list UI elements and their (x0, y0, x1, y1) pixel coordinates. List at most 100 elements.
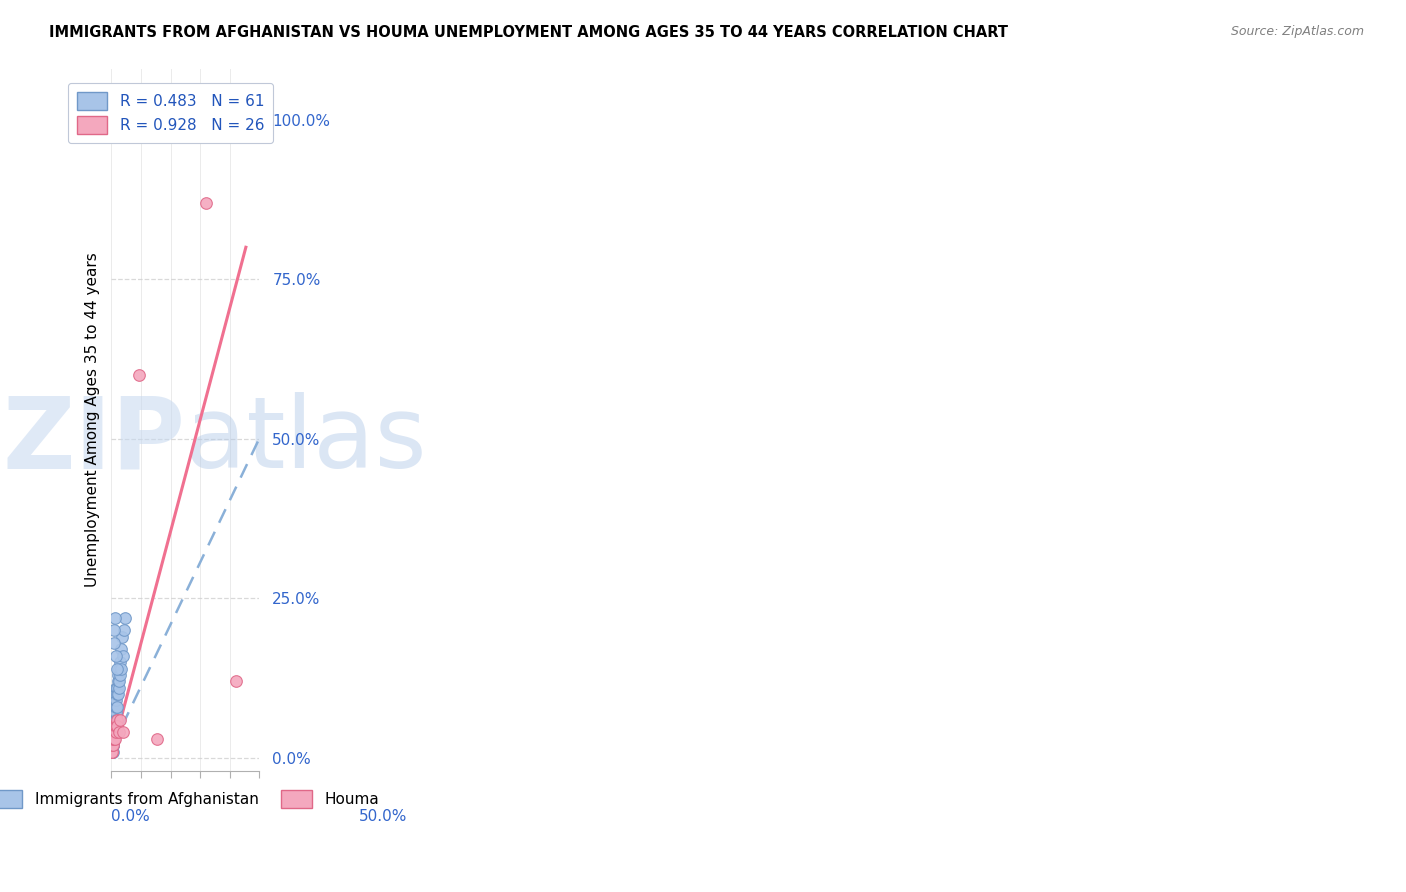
Point (107, 687, 129, 701)
Point (103, 719, 125, 733)
Point (111, 648, 134, 663)
Point (101, 731, 124, 746)
Point (104, 687, 127, 701)
Point (105, 719, 128, 733)
Point (103, 745, 125, 759)
Point (103, 725, 125, 739)
Point (101, 738, 124, 752)
Point (110, 642, 132, 657)
Point (107, 668, 129, 682)
Point (105, 713, 128, 727)
Point (103, 706, 125, 721)
Point (146, 731, 169, 746)
Point (105, 699, 128, 714)
Point (101, 725, 124, 739)
Point (110, 713, 132, 727)
Point (101, 725, 124, 739)
Point (104, 725, 127, 739)
Point (110, 662, 132, 676)
Text: IMMIGRANTS FROM AFGHANISTAN VS HOUMA UNEMPLOYMENT AMONG AGES 35 TO 44 YEARS CORR: IMMIGRANTS FROM AFGHANISTAN VS HOUMA UNE… (49, 25, 1008, 40)
Point (128, 368, 150, 382)
Point (103, 693, 125, 707)
Point (100, 725, 122, 739)
Point (104, 681, 127, 695)
Y-axis label: Unemployment Among Ages 35 to 44 years: Unemployment Among Ages 35 to 44 years (86, 252, 100, 587)
Point (100, 738, 122, 752)
Point (103, 719, 125, 733)
Point (101, 731, 124, 746)
Point (103, 725, 125, 739)
Point (104, 725, 127, 739)
Point (105, 719, 128, 733)
Point (101, 738, 124, 752)
Point (107, 681, 129, 695)
Point (103, 731, 125, 746)
Point (101, 725, 124, 739)
Point (101, 719, 124, 733)
Legend: Immigrants from Afghanistan, Houma: Immigrants from Afghanistan, Houma (0, 783, 387, 815)
Point (104, 731, 127, 746)
Text: ZIP: ZIP (3, 392, 186, 489)
Point (107, 662, 129, 676)
Point (105, 693, 128, 707)
Point (103, 719, 125, 733)
Point (101, 738, 124, 752)
Point (194, 195, 217, 210)
Point (104, 610, 127, 624)
Point (103, 699, 125, 714)
Point (114, 610, 136, 624)
Point (100, 738, 122, 752)
Point (103, 738, 125, 752)
Point (111, 630, 134, 644)
Point (103, 731, 125, 746)
Point (108, 674, 131, 689)
Point (101, 713, 124, 727)
Point (104, 648, 127, 663)
Point (107, 725, 129, 739)
Point (103, 636, 125, 650)
Point (101, 738, 124, 752)
Point (103, 725, 125, 739)
Point (101, 738, 124, 752)
Point (103, 731, 125, 746)
Point (103, 719, 125, 733)
Point (103, 624, 125, 638)
Text: 50.0%: 50.0% (359, 809, 406, 824)
Point (105, 687, 128, 701)
Point (104, 713, 127, 727)
Point (101, 713, 124, 727)
Point (103, 713, 125, 727)
Point (104, 699, 127, 714)
Point (100, 745, 122, 759)
Point (101, 738, 124, 752)
Text: Source: ZipAtlas.com: Source: ZipAtlas.com (1230, 25, 1364, 38)
Point (103, 706, 125, 721)
Point (103, 725, 125, 739)
Point (112, 725, 135, 739)
Point (104, 719, 127, 733)
Point (107, 674, 129, 689)
Point (104, 693, 127, 707)
Point (110, 668, 132, 682)
Point (101, 745, 124, 759)
Point (104, 706, 127, 721)
Point (101, 725, 124, 739)
Point (103, 731, 125, 746)
Point (112, 624, 135, 638)
Point (104, 713, 127, 727)
Point (105, 699, 128, 714)
Point (105, 662, 128, 676)
Point (100, 731, 122, 746)
Point (105, 681, 128, 695)
Point (225, 674, 247, 689)
Text: atlas: atlas (186, 392, 427, 489)
Point (108, 655, 131, 669)
Point (101, 745, 124, 759)
Point (101, 719, 124, 733)
Point (104, 719, 127, 733)
Point (101, 745, 124, 759)
Text: 0.0%: 0.0% (111, 809, 150, 824)
Point (101, 731, 124, 746)
Point (103, 731, 125, 746)
Point (101, 731, 124, 746)
